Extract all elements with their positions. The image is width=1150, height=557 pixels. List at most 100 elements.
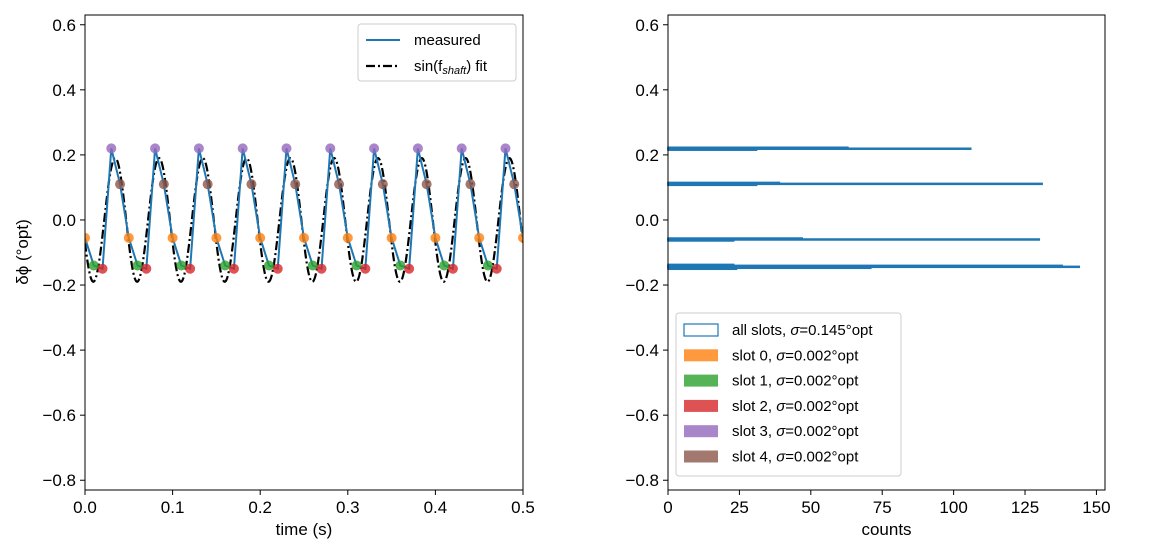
legend-label-text: slot 2, [732, 398, 776, 415]
slot-3-point [106, 143, 117, 154]
slot-0-point [518, 232, 523, 243]
slot-2-point [316, 263, 327, 274]
y-tick-label: 0.6 [52, 16, 76, 35]
y-tick-label: −0.8 [625, 471, 659, 490]
legend-fit-subscript: shaft [442, 65, 467, 77]
slot-2-point [228, 263, 239, 274]
slot-4-point [334, 179, 345, 190]
slot-3-point [412, 143, 423, 154]
legend-label-text: slot 1, [732, 373, 776, 390]
all-slots-hist-bar [667, 183, 758, 187]
legend-box [357, 23, 517, 82]
legend-sigma-symbol: σ [790, 322, 800, 339]
slot-2-point [447, 263, 458, 274]
y-tick-label: 0.6 [635, 16, 659, 35]
x-tick-label: 0.2 [248, 498, 272, 517]
slot-1-point [439, 260, 450, 271]
slot-4-point [115, 179, 126, 190]
legend-label: slot 2, σ=0.002°opt [732, 398, 859, 415]
slot-4-point [202, 179, 213, 190]
axes-frame [667, 14, 1106, 491]
y-tick-label: −0.4 [625, 341, 659, 360]
legend-fit-suffix: ) fit [466, 58, 488, 75]
legend-label-text: slot 0, [732, 347, 776, 364]
legend-label: all slots, σ=0.145°opt [732, 322, 873, 339]
slot-3-point [500, 143, 511, 154]
x-tick-label: 0.5 [511, 498, 535, 517]
slot-1-point [307, 260, 318, 271]
x-tick-label: 125 [1011, 498, 1039, 517]
slot-0-point [430, 232, 441, 243]
y-axis-label: δϕ (°opt) [13, 219, 32, 284]
y-tick-label: −0.6 [42, 406, 76, 425]
legend-sigma-symbol: σ [776, 347, 786, 364]
legend-label: slot 3, σ=0.002°opt [732, 423, 859, 440]
slot-4-point [421, 179, 432, 190]
legend-sigma-value: =0.002°opt [785, 373, 859, 390]
legend-sigma-value: =0.145°opt [799, 322, 873, 339]
legend-label: slot 1, σ=0.002°opt [732, 373, 859, 390]
legend-label-text: all slots, [732, 322, 790, 339]
x-tick-label: 75 [873, 498, 892, 517]
y-tick-label: 0.0 [635, 211, 659, 230]
slot-3-point [237, 143, 248, 154]
y-tick-label: −0.8 [42, 471, 76, 490]
x-tick-label: 100 [939, 498, 967, 517]
right-plot: −0.8 −0.6 −0.4 −0.2 0.0 0.2 0.4 0.6 0 25 50 75 100 12… [625, 14, 1111, 539]
slot-1-point [220, 260, 231, 271]
slot-3-point [150, 143, 161, 154]
legend-fit-label: sin(fshaft) fit [414, 58, 488, 77]
slot-1-point [88, 260, 99, 271]
slot-2-point [97, 263, 108, 274]
slot-4-point [377, 179, 388, 190]
all-slots-hist-bar [667, 239, 735, 242]
slot-1-point [263, 260, 274, 271]
slot-0-point [342, 232, 353, 243]
legend-all-slots-swatch [683, 323, 719, 337]
legend-slot-0-swatch [684, 349, 718, 362]
x-tick-label: 0.3 [336, 498, 360, 517]
all-slots-hist-bar [667, 267, 738, 271]
slot-4-point [158, 179, 169, 190]
slot-3-point [193, 143, 204, 154]
slot-0-point [474, 232, 485, 243]
legend-slot-2-swatch [684, 399, 718, 412]
slot-2-point [272, 263, 283, 274]
y-tick-label: 0.2 [635, 146, 659, 165]
slot-1-point [351, 260, 362, 271]
slot-4-point [290, 179, 301, 190]
x-tick-label: 0.1 [161, 498, 185, 517]
legend-sigma-symbol: σ [776, 398, 786, 415]
legend-fit-text: sin(f [414, 58, 443, 75]
legend-sigma-symbol: σ [776, 423, 786, 440]
y-tick-label: −0.4 [42, 341, 76, 360]
legend-slot-1-swatch [684, 374, 718, 387]
slot-1-point [176, 260, 187, 271]
legend-sigma-symbol: σ [776, 373, 786, 390]
x-tick-label: 50 [801, 498, 820, 517]
y-tick-label: −0.2 [625, 276, 659, 295]
slot-3-point [325, 143, 336, 154]
y-tick-label: 0.2 [52, 146, 76, 165]
legend-slot-3-swatch [684, 425, 718, 438]
legend-label: slot 4, σ=0.002°opt [732, 449, 859, 466]
legend-sigma-value: =0.002°opt [785, 423, 859, 440]
x-tick-label: 0.4 [424, 498, 448, 517]
slot-2-point [141, 263, 152, 274]
slot-3-point [456, 143, 467, 154]
y-tick-label: −0.6 [625, 406, 659, 425]
legend-measured-label: measured [414, 32, 481, 49]
x-axis-label: counts [861, 520, 911, 539]
y-tick-label: 0.0 [52, 211, 76, 230]
left-plot: −0.8 −0.6 −0.4 −0.2 0.0 0.2 0.4 0.6 0.0 0.1 0.2 0.3… [13, 14, 535, 539]
fit-line [85, 157, 523, 283]
slot-3-point [369, 143, 380, 154]
legend-sigma-symbol: σ [776, 449, 786, 466]
slot-0-point [167, 232, 178, 243]
x-tick-label: 0.0 [73, 498, 97, 517]
slot-2-point [360, 263, 371, 274]
slot-1-point [482, 260, 493, 271]
x-axis-label: time (s) [276, 520, 333, 539]
